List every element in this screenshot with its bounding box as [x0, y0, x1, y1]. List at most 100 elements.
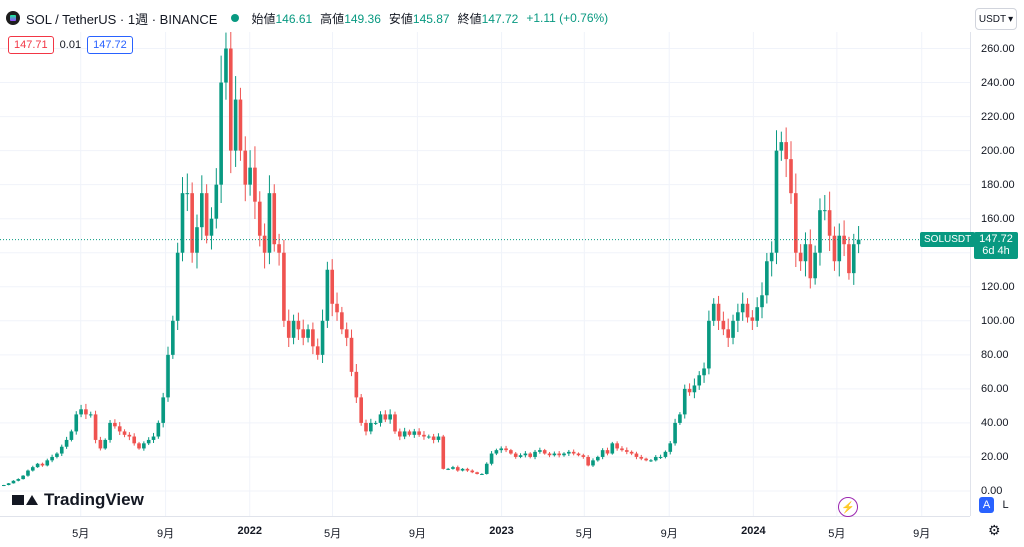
candle-body: [692, 385, 697, 393]
candle: [190, 182, 194, 263]
close-label: 終値: [457, 11, 482, 26]
candle: [359, 394, 363, 426]
candle: [117, 422, 122, 435]
symbol-title[interactable]: SOL / TetherUS · 1週 · BINANCE: [26, 11, 218, 27]
candle: [760, 282, 764, 319]
candle: [731, 314, 735, 345]
candle: [88, 411, 93, 418]
candle: [59, 444, 64, 457]
candle: [74, 411, 79, 435]
candle-body: [88, 414, 93, 416]
candle: [122, 429, 127, 438]
candle-body: [175, 252, 180, 321]
candle-body: [697, 375, 702, 386]
candle: [687, 383, 692, 396]
candle-body: [59, 446, 64, 454]
gear-icon[interactable]: ⚙: [988, 522, 1001, 538]
candle-body: [436, 436, 441, 440]
auto-scale-button[interactable]: A: [979, 497, 994, 513]
candle-body: [484, 463, 489, 474]
candle-body: [330, 269, 335, 304]
y-tick-label: 240.00: [981, 76, 1015, 89]
tradingview-logo[interactable]: TradingView: [12, 490, 144, 510]
candle: [451, 465, 455, 470]
candle: [98, 436, 103, 451]
candle-body: [644, 458, 648, 461]
candle-body: [842, 235, 846, 245]
candle-body: [349, 337, 354, 372]
candle: [673, 418, 677, 446]
candle: [716, 295, 721, 330]
candle-body: [615, 443, 619, 449]
candle: [610, 441, 615, 455]
candle: [45, 458, 50, 467]
price-axis[interactable]: 260.00240.00220.00200.00180.00160.00140.…: [970, 32, 1024, 516]
candle: [127, 432, 132, 441]
sell-price-button[interactable]: 147.71: [8, 36, 54, 54]
candle-body: [832, 235, 837, 262]
candle: [243, 136, 248, 202]
candle: [489, 451, 494, 466]
lightning-icon[interactable]: ⚡: [838, 497, 858, 517]
order-row: 147.71 0.01 147.72: [8, 36, 133, 54]
candle: [426, 434, 431, 439]
candle-body: [224, 48, 228, 83]
candle: [813, 245, 817, 285]
chart-header: SOL / TetherUS · 1週 · BINANCE 始値146.61 高…: [6, 6, 608, 30]
x-tick-label: 5月: [828, 528, 846, 540]
candle: [69, 429, 74, 442]
candle-body: [383, 414, 388, 420]
candle: [132, 433, 137, 446]
candle: [663, 450, 668, 459]
candle: [571, 449, 576, 456]
candle-body: [818, 210, 822, 253]
candle: [16, 478, 21, 482]
candle: [818, 198, 822, 266]
candle-body: [373, 422, 378, 424]
candle: [412, 428, 417, 438]
candle: [639, 454, 644, 461]
candle-body: [55, 453, 59, 457]
candle: [142, 441, 146, 451]
candle-body: [489, 453, 494, 464]
candle: [446, 467, 450, 471]
candle-body: [504, 448, 508, 451]
candle-body: [253, 167, 257, 202]
x-tick-label: 5月: [323, 528, 342, 540]
buy-price-button[interactable]: 147.72: [87, 36, 133, 54]
candle-body: [40, 463, 45, 466]
candle-body: [122, 431, 127, 435]
candle: [538, 447, 542, 454]
candle: [354, 363, 359, 403]
tradingview-logo-icon: [12, 495, 38, 505]
market-open-status-icon: [231, 14, 240, 22]
candle-body: [84, 409, 88, 415]
candle: [233, 76, 238, 167]
candle-body: [803, 244, 808, 262]
candle: [175, 242, 180, 330]
candle: [494, 448, 499, 456]
candle-body: [571, 451, 576, 454]
candle-body: [658, 456, 663, 458]
spread-value: 0.01: [59, 39, 82, 51]
candle: [79, 404, 83, 418]
x-tick-label: 5月: [575, 528, 593, 540]
candle: [306, 324, 310, 343]
time-axis[interactable]: 5月 9月 2022 5月 9月 2023 5月 9月 2024 5月 9月: [0, 516, 970, 547]
x-tick-label: 9月: [913, 528, 931, 540]
y-tick-label: 0.00: [981, 484, 1003, 497]
log-scale-button[interactable]: L: [1002, 499, 1009, 511]
price-chart[interactable]: [0, 32, 970, 516]
candle: [721, 311, 726, 336]
candle: [84, 403, 88, 419]
candle: [330, 259, 335, 317]
candle: [567, 449, 571, 457]
candle: [528, 452, 533, 459]
candle: [185, 173, 190, 212]
candlestick-plot[interactable]: [0, 32, 970, 516]
currency-button[interactable]: USDT ▾: [975, 8, 1017, 30]
candle-body: [69, 431, 74, 440]
candle: [55, 452, 59, 459]
candle-body: [837, 235, 842, 262]
candle-body: [291, 320, 296, 338]
